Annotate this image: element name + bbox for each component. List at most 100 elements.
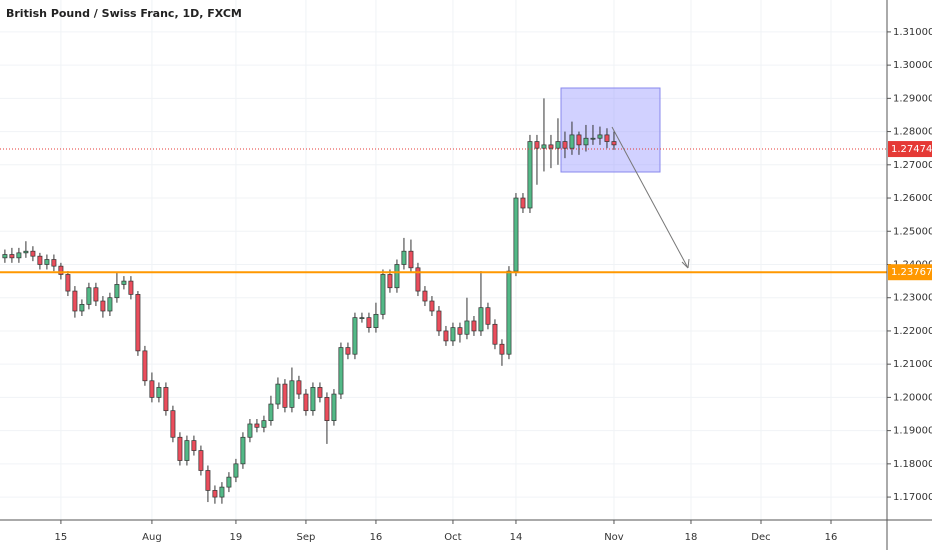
candle-body [212, 490, 218, 498]
candle-body [107, 297, 113, 312]
candle-body [604, 134, 610, 142]
candle-body [597, 134, 603, 139]
x-tick-label: Sep [297, 532, 316, 543]
candle-body [240, 436, 246, 465]
candle-body [443, 330, 449, 342]
candle-body [506, 270, 512, 355]
x-tick-label: Oct [444, 532, 461, 543]
candle-body [303, 393, 309, 412]
candle-body [611, 141, 617, 146]
candle-body [16, 252, 22, 259]
candle-body [121, 280, 127, 285]
candle-body [205, 470, 211, 491]
chart-title: British Pound / Swiss Franc, 1D, FXCM [6, 7, 242, 20]
candle-body [93, 287, 99, 302]
y-tick-label: 1.20000 [893, 392, 932, 403]
x-tick-label: Aug [142, 532, 162, 543]
candle-body [317, 387, 323, 398]
grid [0, 0, 887, 520]
candle-body [114, 284, 120, 299]
axes: 1.17000 1.18000 1.19000 1.20000 1.21000 1.220… [55, 27, 932, 543]
candle-body [436, 310, 442, 332]
level-label-box [888, 141, 932, 158]
candle-body [457, 327, 463, 335]
candle-body [72, 290, 78, 312]
candle-body [128, 280, 134, 295]
y-tick-label: 1.19000 [893, 426, 932, 437]
candle-body [135, 294, 141, 352]
candle-body [254, 423, 260, 428]
candle-body [9, 254, 15, 259]
candle-body [184, 440, 190, 461]
candle-body [65, 274, 71, 292]
candle-body [268, 403, 274, 422]
candle-body [450, 327, 456, 342]
candle-body [289, 380, 295, 408]
candle-body [247, 423, 253, 438]
y-tick-label: 1.29000 [893, 93, 932, 104]
candle-body [485, 307, 491, 325]
y-tick-label: 1.30000 [893, 60, 932, 71]
candle-body [261, 420, 267, 428]
candle-body [548, 144, 554, 149]
candle-body [401, 250, 407, 265]
candle-body [191, 440, 197, 451]
candle-body [324, 397, 330, 422]
candle-body [310, 387, 316, 412]
candle-body [499, 343, 505, 355]
candle-body [37, 255, 43, 265]
y-tick-label: 1.27000 [893, 160, 932, 171]
candle-body [170, 410, 176, 438]
candle-body [58, 265, 64, 275]
y-tick-label: 1.31000 [893, 27, 932, 38]
candle-body [44, 259, 50, 265]
candle-body [296, 380, 302, 395]
candle-body [408, 250, 414, 269]
candle-body [541, 144, 547, 149]
y-tick-label: 1.21000 [893, 359, 932, 370]
candle-body [338, 347, 344, 395]
candle-body [359, 317, 365, 319]
candle-body [422, 290, 428, 302]
candle-body [142, 350, 148, 382]
candle-body [275, 383, 281, 405]
level-label: 1.27474 [891, 144, 932, 155]
candle-body [345, 347, 351, 355]
candle-body [51, 259, 57, 267]
candle-body [429, 300, 435, 312]
candle-body [590, 137, 596, 140]
candle-body [373, 313, 379, 328]
y-tick-label: 1.22000 [893, 326, 932, 337]
x-tick-label: 16 [370, 532, 383, 543]
x-tick-label: 18 [685, 532, 698, 543]
candle-body [464, 320, 470, 335]
candle-body [149, 380, 155, 398]
x-tick-label: Nov [604, 532, 624, 543]
candle-body [198, 450, 204, 471]
candle-body [352, 317, 358, 355]
candle-body [492, 323, 498, 345]
level-label: 1.23767 [891, 267, 932, 278]
y-tick-label: 1.18000 [893, 459, 932, 470]
y-tick-label: 1.26000 [893, 193, 932, 204]
candle-body [380, 274, 386, 315]
candle-body [478, 307, 484, 332]
candle-body [527, 141, 533, 209]
candle-body [569, 134, 575, 149]
range-box [560, 87, 661, 173]
candle-body [233, 463, 239, 478]
candle-body [555, 141, 561, 149]
candle-body [394, 264, 400, 289]
candle-body [562, 141, 568, 149]
candle-body [156, 387, 162, 398]
candle-body [226, 476, 232, 488]
y-tick-label: 1.23000 [893, 293, 932, 304]
candle-body [79, 304, 85, 312]
x-tick-label: 14 [510, 532, 523, 543]
x-tick-label: 19 [230, 532, 243, 543]
candle-body [219, 486, 225, 498]
candle-body [30, 250, 36, 257]
candle-body [177, 436, 183, 461]
candles [0, 98, 887, 504]
